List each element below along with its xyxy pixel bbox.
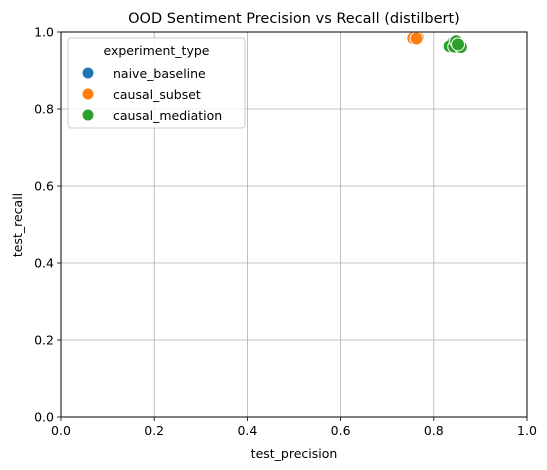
y-tick-label: 0.4 (34, 256, 54, 271)
legend-marker-causal-subset (81, 87, 95, 101)
y-tick-label: 0.8 (34, 102, 54, 117)
y-tick-label: 0.6 (34, 179, 54, 194)
grid (60, 31, 528, 418)
legend-box (67, 37, 246, 129)
legend-marker-naive-baseline (81, 66, 95, 80)
legend-label-causal-subset: causal_subset (113, 87, 201, 102)
x-tick-label: 0.6 (331, 423, 351, 438)
data-point-causal-mediation (451, 37, 466, 52)
x-tick-label: 1.0 (517, 423, 537, 438)
legend-items: naive_baseline causal_subset causal_mediat… (81, 66, 222, 123)
y-tick-label: 0.0 (34, 410, 54, 425)
data-point-causal-subset (409, 31, 424, 46)
x-axis-label: test_precision (251, 446, 338, 461)
y-tick-label: 1.0 (34, 25, 54, 40)
y-axis-label: test_recall (10, 193, 25, 257)
plot-frame (60, 31, 528, 418)
y-tick-label: 0.2 (34, 333, 54, 348)
x-tick-label: 0.2 (144, 423, 164, 438)
axis-ticks: 0.0 0.2 0.4 0.6 0.8 1.0 0.0 0.2 0.4 0.6 0.8 1.0 (34, 25, 537, 439)
x-tick-label: 0.8 (424, 423, 444, 438)
x-tick-label: 0.4 (237, 423, 257, 438)
data-points (406, 30, 468, 55)
legend-marker-causal-mediation (81, 108, 95, 122)
x-tick-label: 0.0 (51, 423, 71, 438)
legend: experiment_type naive_baseline causal_sub… (67, 37, 246, 129)
legend-label-causal-mediation: causal_mediation (113, 108, 222, 123)
chart-title: OOD Sentiment Precision vs Recall (disti… (128, 11, 460, 27)
legend-title: experiment_type (104, 43, 210, 58)
legend-label-naive-baseline: naive_baseline (113, 66, 206, 81)
